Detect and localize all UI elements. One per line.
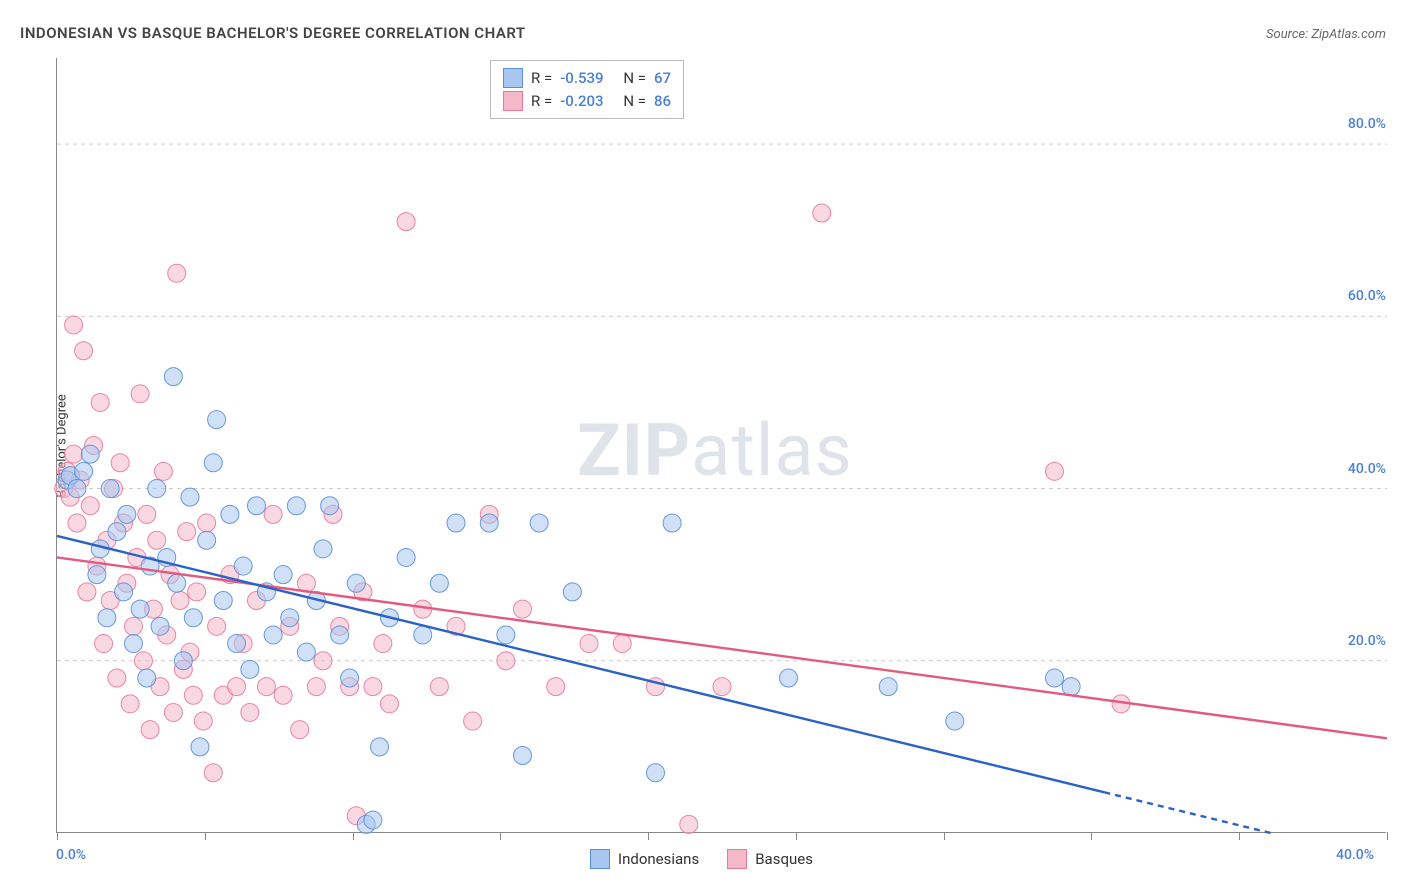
source-attribution: Source: ZipAtlas.com	[1266, 27, 1386, 42]
y-tick-label: 40.0%	[1326, 461, 1386, 477]
x-tick-label: 0.0%	[56, 847, 86, 863]
y-tick-label: 80.0%	[1326, 116, 1386, 132]
chart-title: INDONESIAN VS BASQUE BACHELOR'S DEGREE C…	[20, 24, 526, 42]
x-tick-label: 40.0%	[1336, 847, 1374, 863]
legend-item-indonesians: Indonesians	[590, 849, 699, 869]
scatter-svg	[57, 58, 1386, 832]
correlation-legend: R = -0.539 N = 67 R = -0.203 N = 86	[490, 60, 684, 119]
legend-item-basques: Basques	[727, 849, 813, 869]
plot-area: ZIPatlas	[56, 58, 1386, 833]
swatch-a-icon	[590, 849, 610, 869]
legend-row-a: R = -0.539 N = 67	[503, 67, 671, 90]
series-legend: Indonesians Basques	[590, 849, 813, 869]
swatch-b-icon	[503, 91, 523, 111]
y-tick-label: 20.0%	[1326, 633, 1386, 649]
swatch-a-icon	[503, 68, 523, 88]
legend-row-b: R = -0.203 N = 86	[503, 90, 671, 113]
y-tick-label: 60.0%	[1326, 288, 1386, 304]
swatch-b-icon	[727, 849, 747, 869]
